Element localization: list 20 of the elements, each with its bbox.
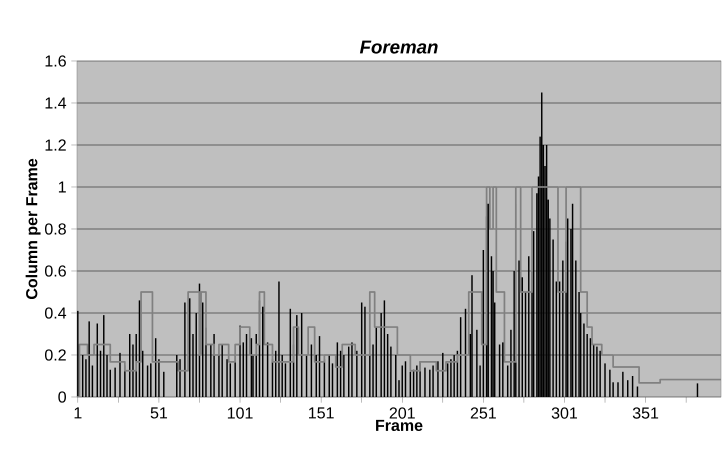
y-tick-label: 0.8	[44, 223, 66, 235]
y-axis-title: Column per Frame	[26, 158, 41, 300]
y-tick-label: 0.6	[44, 265, 66, 277]
y-tick-label: 1.4	[46, 98, 66, 108]
x-tick-label: 351	[632, 407, 658, 419]
x-tick-label: 1	[74, 407, 82, 418]
y-tick-label: 0	[58, 391, 66, 403]
x-tick-label: 151	[309, 407, 334, 419]
x-tick-label: 251	[470, 407, 496, 419]
x-tick-label: 301	[552, 407, 578, 419]
y-tick-label: 1	[58, 181, 66, 192]
y-tick-label: 1.2	[46, 139, 66, 151]
x-tick-label: 201	[390, 407, 415, 419]
y-tick-label: 1.6	[46, 55, 66, 67]
x-axis-title: Frame	[376, 420, 422, 432]
y-tick-label: 0.4	[44, 307, 66, 319]
x-tick-label: 51	[150, 407, 168, 419]
chart-title: Foreman	[360, 40, 438, 54]
x-tick-label: 101	[228, 407, 253, 419]
y-tick-label: 0.2	[44, 349, 66, 361]
